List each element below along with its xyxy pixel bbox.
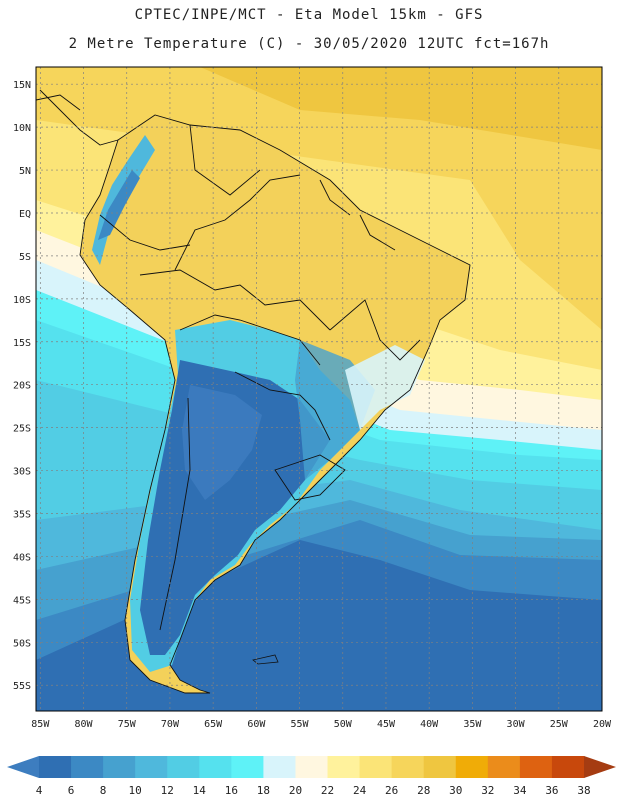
colorbar-label: 26 [385,784,398,797]
colorbar-label: 16 [225,784,238,797]
colorbar-swatch [519,756,553,778]
colorbar: 4 6 8 10 12 14 16 18 20 22 24 26 28 30 3… [7,756,616,797]
colorbar-swatch [391,756,425,778]
colorbar-swatch [231,756,264,778]
colorbar-min-arrow [7,756,39,778]
lat-tick-label: 10S [13,295,31,306]
lat-tick-label: 25S [13,424,31,435]
lat-tick-label: 15S [13,338,31,349]
lon-tick-label: 80W [74,719,93,730]
lon-tick-label: 75W [118,719,137,730]
colorbar-max-arrow [584,756,616,778]
colorbar-label: 6 [68,784,75,797]
colorbar-label: 30 [449,784,462,797]
country-borders [36,89,471,694]
lon-tick-label: 30W [507,719,526,730]
lat-tick-label: 50S [13,638,31,649]
colorbar-label: 12 [161,784,174,797]
colorbar-swatch [327,756,361,778]
colorbar-label: 22 [321,784,334,797]
colorbar-label: 14 [193,784,207,797]
colorbar-label: 28 [417,784,430,797]
colorbar-label: 8 [100,784,107,797]
lon-tick-label: 60W [247,719,266,730]
ocean-band-30 [200,67,602,150]
lat-tick-label: 5N [19,166,31,177]
colorbar-swatch [359,756,393,778]
lat-tick-label: EQ [19,209,31,220]
lat-lon-grid [36,67,602,711]
colorbar-swatch [551,756,585,778]
colorbar-label: 38 [577,784,590,797]
colorbar-swatch [71,756,104,778]
southeast-brazil-mild-zone [345,345,425,430]
longitude-axis: 85W 80W 75W 70W 65W 60W 55W 50W 45W 40W … [31,719,612,730]
colorbar-swatch [487,756,521,778]
lat-tick-label: 45S [13,595,31,606]
lon-tick-label: 25W [550,719,569,730]
colorbar-label: 34 [513,784,527,797]
latitude-axis: 15N 10N 5N EQ 5S 10S 15S 20S 25S 30S 35S… [13,80,31,692]
colorbar-labels: 4 6 8 10 12 14 16 18 20 22 24 26 28 30 3… [36,784,591,797]
colorbar-swatches [7,756,616,778]
lon-tick-label: 65W [204,719,223,730]
lat-tick-label: 15N [13,80,31,91]
lat-tick-label: 10N [13,123,31,134]
lon-tick-label: 40W [420,719,439,730]
lat-tick-label: 35S [13,510,31,521]
lon-tick-label: 55W [291,719,310,730]
lat-tick-label: 20S [13,381,31,392]
colorbar-swatch [167,756,200,778]
colorbar-label: 20 [289,784,302,797]
colorbar-label: 36 [545,784,558,797]
colorbar-swatch [39,756,72,778]
lon-tick-label: 45W [377,719,396,730]
cold-zone-andes-plateau [182,385,262,500]
colorbar-swatch [455,756,489,778]
colorbar-label: 32 [481,784,494,797]
colorbar-label: 10 [129,784,142,797]
lon-tick-label: 20W [593,719,612,730]
colorbar-swatch [263,756,296,778]
lat-tick-label: 40S [13,552,31,563]
lon-tick-label: 70W [161,719,180,730]
colorbar-label: 18 [257,784,270,797]
lon-tick-label: 85W [31,719,50,730]
colorbar-swatch [295,756,329,778]
lat-tick-label: 55S [13,681,31,692]
colorbar-swatch [199,756,232,778]
map-title-line-2: 2 Metre Temperature (C) - 30/05/2020 12U… [68,36,550,52]
lat-tick-label: 5S [19,252,31,263]
map-title-line-1: CPTEC/INPE/MCT - Eta Model 15km - GFS [134,7,484,23]
colorbar-swatch [135,756,168,778]
colorbar-swatch [103,756,136,778]
map-plot-area [36,67,602,711]
lon-tick-label: 50W [334,719,353,730]
colorbar-label: 24 [353,784,367,797]
lon-tick-label: 35W [463,719,482,730]
map-frame [35,66,603,712]
colorbar-swatch [423,756,457,778]
colorbar-label: 4 [36,784,43,797]
lat-tick-label: 30S [13,467,31,478]
